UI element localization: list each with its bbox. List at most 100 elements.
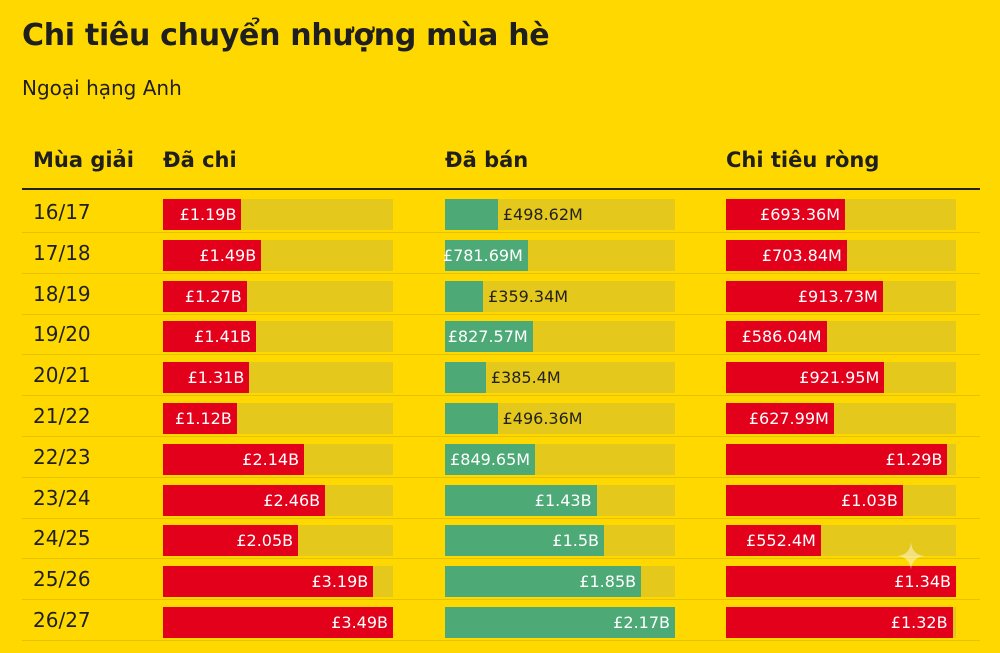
spent-value-label: £2.46B: [263, 490, 321, 510]
spent-bar: [163, 403, 237, 434]
spent-bar: [163, 321, 256, 353]
net-value-label: £1.34B: [894, 572, 951, 592]
net-bar: [726, 484, 903, 516]
net-bar-track: £627.99M: [726, 403, 956, 434]
sold-bar-track: £849.65M: [445, 443, 675, 475]
spent-bar: [163, 525, 299, 557]
row-divider: [22, 272, 980, 274]
sold-bar-track: £2.17B: [445, 607, 675, 638]
spent-value-label: £2.14B: [242, 449, 300, 469]
spent-bar-track: £1.31B: [163, 362, 393, 394]
table-row: 19/20 £1.41B £827.57M £586.04M: [22, 314, 980, 356]
sparkle-icon: [897, 542, 925, 570]
net-value-label: £693.36M: [760, 205, 841, 224]
row-divider: [22, 640, 980, 641]
row-divider: [22, 517, 980, 519]
sold-bar-track: £1.85B: [445, 566, 675, 598]
sold-value-label: £498.62M: [502, 205, 583, 224]
sold-bar: [445, 239, 528, 271]
sold-value-label: £359.34M: [488, 286, 569, 306]
spent-value-label: £1.41B: [194, 327, 251, 347]
spent-bar: [163, 239, 262, 271]
row-divider: [22, 436, 980, 437]
sold-value-label: £781.69M: [442, 245, 523, 265]
sold-value-label: £827.57M: [447, 327, 528, 347]
table-row: 18/19 £1.27B £359.34M £913.73M: [22, 274, 980, 315]
chart-title: Chi tiêu chuyển nhượng mùa hè: [22, 18, 550, 53]
net-bar: [726, 280, 883, 312]
sold-value-label: £1.5B: [552, 531, 599, 551]
sold-bar: [445, 566, 642, 598]
spent-bar: [163, 484, 326, 516]
spent-value-label: £1.31B: [187, 368, 245, 388]
sold-bar-track: £1.43B: [445, 484, 675, 516]
table-row: 23/24 £2.46B £1.43B £1.03B: [22, 478, 980, 519]
season-label: 19/20: [33, 322, 91, 347]
net-bar-track: £1.34B: [726, 566, 956, 598]
spent-bar: [163, 443, 305, 475]
row-divider: [22, 354, 980, 356]
sold-bar: [445, 199, 498, 230]
net-bar: [726, 199, 845, 230]
spent-bar-track: £3.49B: [163, 607, 393, 638]
spent-bar-track: £2.46B: [163, 484, 393, 516]
spent-value-label: £1.49B: [199, 245, 257, 265]
net-bar-track: £703.84M: [726, 239, 956, 271]
season-label: 21/22: [33, 404, 91, 428]
spent-bar: [163, 280, 247, 312]
sold-bar-track: £385.4M: [445, 362, 675, 394]
spent-bar-track: £1.12B: [163, 403, 393, 434]
spent-bar-track: £2.14B: [163, 443, 393, 475]
net-bar: [726, 525, 821, 557]
net-bar: [726, 443, 948, 475]
table-row: 21/22 £1.12B £496.36M £627.99M: [22, 396, 980, 437]
sold-value-label: £496.36M: [502, 409, 583, 428]
sold-value-label: £1.43B: [534, 490, 592, 510]
table-row: 16/17 £1.19B £498.62M £693.36M: [22, 192, 980, 233]
net-value-label: £1.32B: [890, 613, 948, 632]
net-value-label: £703.84M: [761, 245, 842, 265]
spent-value-label: £3.19B: [311, 572, 369, 592]
season-label: 24/25: [33, 526, 91, 551]
row-divider: [22, 313, 980, 315]
spent-bar-track: £1.49B: [163, 239, 393, 271]
sold-bar: [445, 362, 486, 394]
net-bar-track: £693.36M: [726, 199, 956, 230]
spent-value-label: £1.27B: [184, 286, 242, 306]
net-bar-track: £1.29B: [726, 443, 956, 475]
season-label: 26/27: [33, 608, 91, 632]
row-divider: [22, 232, 980, 233]
net-value-label: £552.4M: [746, 531, 816, 551]
spent-bar: [163, 199, 242, 230]
sold-bar-track: £781.69M: [442, 239, 675, 271]
sold-bar-track: £827.57M: [445, 321, 675, 353]
sold-bar: [445, 525, 604, 557]
season-column-header: Mùa giải: [33, 148, 134, 172]
net-bar: [726, 403, 834, 434]
sold-bar: [445, 403, 498, 434]
spent-value-label: £2.05B: [236, 531, 294, 551]
row-divider: [22, 395, 980, 397]
net-bar: [726, 321, 827, 353]
spent-bar: [163, 607, 393, 638]
season-label: 20/21: [33, 363, 91, 388]
season-label: 17/18: [33, 240, 91, 265]
net-bar-track: £1.32B: [726, 607, 956, 638]
net-bar: [726, 362, 885, 394]
season-label: 23/24: [33, 485, 91, 510]
spent-bar-track: £1.41B: [163, 321, 393, 353]
sold-bar: [445, 607, 675, 638]
net-bar: [726, 607, 953, 638]
table-row: 25/26 £3.19B £1.85B £1.34B: [22, 559, 980, 601]
net-bar: [726, 566, 956, 598]
sold-value-label: £2.17B: [613, 613, 670, 632]
net-bar: [726, 239, 847, 271]
sold-bar: [445, 443, 536, 475]
net-value-label: £1.03B: [841, 490, 898, 510]
net-bar-track: £913.73M: [726, 280, 956, 312]
sold-bar: [445, 484, 597, 516]
spent-value-label: £1.19B: [179, 205, 237, 224]
spent-value-label: £3.49B: [331, 613, 388, 632]
table-row: 20/21 £1.31B £385.4M £921.95M: [22, 355, 980, 397]
sold-column-header: Đã bán: [445, 148, 529, 172]
